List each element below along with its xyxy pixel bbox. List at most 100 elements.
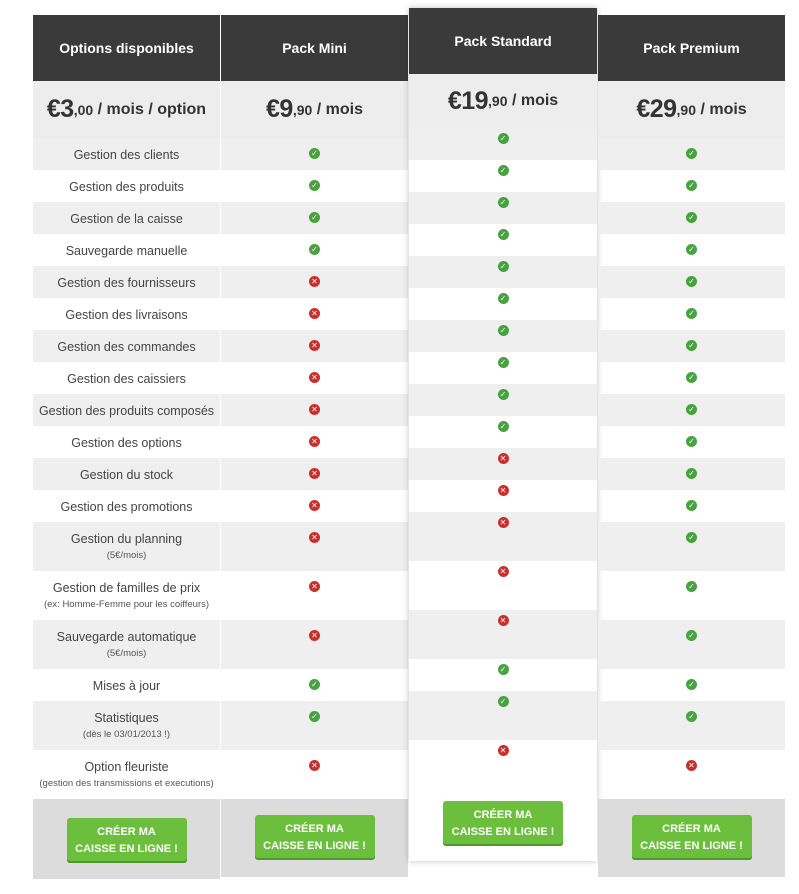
table-row: ✓ [598, 170, 785, 202]
button-label-line: CRÉER MA [662, 822, 721, 835]
table-row: Gestion des options [33, 426, 220, 458]
feature-note: (gestion des transmissions et executions… [39, 778, 214, 789]
table-row: ✓ [598, 138, 785, 170]
check-icon: ✓ [686, 148, 697, 159]
table-row: ✕ [221, 426, 408, 458]
check-icon: ✓ [497, 421, 509, 432]
price-amount: €9 [266, 95, 293, 123]
price-amount: €3 [46, 95, 74, 123]
check-icon: ✓ [686, 244, 697, 255]
table-row: ✓ [598, 362, 785, 394]
table-row: ✓ [409, 160, 597, 192]
table-row: ✓ [409, 224, 597, 256]
button-label-line: CRÉER MA [473, 808, 533, 821]
feature-label: Sauvegarde manuelle [65, 244, 188, 258]
table-row: ✕ [409, 561, 597, 610]
cross-icon: ✕ [309, 630, 320, 641]
check-icon: ✓ [497, 261, 509, 272]
button-label-line: CRÉER MA [97, 825, 156, 838]
feature-label: Option fleuriste [84, 760, 169, 774]
table-row: ✓ [221, 202, 408, 234]
table-row: Option fleuriste (gestion des transmissio… [33, 750, 220, 799]
price-period: / mois [696, 100, 747, 118]
column-header: Pack Mini [221, 15, 408, 81]
table-row: ✓ [409, 416, 597, 448]
table-row: Sauvegarde manuelle [33, 234, 220, 266]
table-row: ✕ [221, 362, 408, 394]
cross-icon: ✕ [309, 436, 320, 447]
price-amount: €19 [447, 86, 489, 115]
feature-label: Gestion de la caisse [70, 212, 183, 226]
table-row: Gestion des produits composés [33, 394, 220, 426]
column-pack-mini: Pack Mini €9,90 / mois ✓ ✓ ✓ ✓ ✕ ✕ ✕ ✕ ✕ ✕ ✕ ✕ ✕ ✕ ✕ ✓ ✓ ✕ C… [221, 15, 408, 877]
cross-icon: ✕ [309, 760, 320, 771]
table-row: Gestion des produits [33, 170, 220, 202]
table-row: Sauvegarde automatique (5€/mois) [33, 620, 220, 669]
feature-label: Gestion des livraisons [65, 308, 188, 322]
check-icon: ✓ [497, 389, 509, 400]
column-title: Pack Standard [454, 33, 552, 49]
table-row: ✕ [409, 740, 597, 789]
feature-label: Gestion des options [71, 436, 182, 450]
create-register-button[interactable]: CRÉER MA CAISSE EN LIGNE ! [66, 818, 187, 863]
table-row: ✓ [409, 352, 597, 384]
table-row: Gestion de familles de prix (ex: Homme-Fe… [33, 571, 220, 620]
column-title: Pack Mini [282, 40, 347, 56]
button-label-line: CAISSE EN LIGNE ! [640, 839, 743, 852]
check-icon: ✓ [309, 244, 320, 255]
check-icon: ✓ [497, 229, 509, 240]
feature-label: Gestion du planning [70, 532, 183, 546]
price-cents: ,90 [676, 101, 696, 118]
check-icon: ✓ [309, 180, 320, 191]
cross-icon: ✕ [497, 485, 509, 496]
create-register-button[interactable]: CRÉER MA CAISSE EN LIGNE ! [254, 815, 375, 860]
table-row: Gestion des clients [33, 138, 220, 170]
price: €19,90 / mois [409, 74, 597, 128]
table-row: Gestion du stock [33, 458, 220, 490]
table-row: ✕ [221, 266, 408, 298]
table-row: ✕ [221, 522, 408, 571]
check-icon: ✓ [686, 340, 697, 351]
table-row: Mises à jour [33, 669, 220, 701]
table-row: ✓ [409, 659, 597, 691]
table-row: Gestion des caissiers [33, 362, 220, 394]
table-row: ✓ [221, 234, 408, 266]
check-icon: ✓ [497, 133, 509, 144]
create-register-button[interactable]: CRÉER MA CAISSE EN LIGNE ! [631, 815, 752, 860]
cross-icon: ✕ [309, 340, 320, 351]
button-label-line: CAISSE EN LIGNE ! [451, 825, 555, 838]
price-cents: ,00 [73, 101, 94, 118]
table-row: ✕ [598, 750, 785, 799]
price-cents: ,90 [488, 93, 508, 109]
column-pack-standard: Pack Standard €19,90 / mois ✓ ✓ ✓ ✓ ✓ ✓ ✓ ✓ ✓ ✓ ✕ ✕ ✕ ✕… [409, 8, 597, 861]
column-footer: CRÉER MA CAISSE EN LIGNE ! [598, 799, 785, 877]
column-options: Options disponibles €3,00 / mois / option… [33, 15, 220, 879]
table-row: ✕ [409, 480, 597, 512]
column-footer: CRÉER MA CAISSE EN LIGNE ! [33, 799, 220, 879]
price: €9,90 / mois [221, 81, 408, 138]
column-header: Options disponibles [33, 15, 220, 81]
cross-icon: ✕ [309, 532, 320, 543]
feature-label: Gestion des fournisseurs [57, 276, 196, 290]
table-row: ✓ [598, 330, 785, 362]
check-icon: ✓ [309, 711, 320, 722]
cross-icon: ✕ [309, 500, 320, 511]
table-row: ✓ [409, 691, 597, 740]
cross-icon: ✕ [309, 581, 320, 592]
button-label-line: CAISSE EN LIGNE ! [75, 842, 178, 855]
check-icon: ✓ [686, 180, 697, 191]
feature-label: Gestion du stock [79, 468, 174, 482]
check-icon: ✓ [686, 308, 697, 319]
create-register-button[interactable]: CRÉER MA CAISSE EN LIGNE ! [443, 801, 563, 846]
table-row: ✕ [221, 298, 408, 330]
table-row: ✕ [221, 490, 408, 522]
feature-label: Sauvegarde automatique [56, 630, 197, 644]
check-icon: ✓ [497, 197, 509, 208]
table-row: ✕ [221, 330, 408, 362]
table-row: ✓ [598, 202, 785, 234]
column-header: Pack Premium [598, 15, 785, 81]
check-icon: ✓ [686, 500, 697, 511]
table-row: ✕ [221, 394, 408, 426]
table-row: ✓ [598, 426, 785, 458]
column-footer: CRÉER MA CAISSE EN LIGNE ! [409, 789, 597, 861]
